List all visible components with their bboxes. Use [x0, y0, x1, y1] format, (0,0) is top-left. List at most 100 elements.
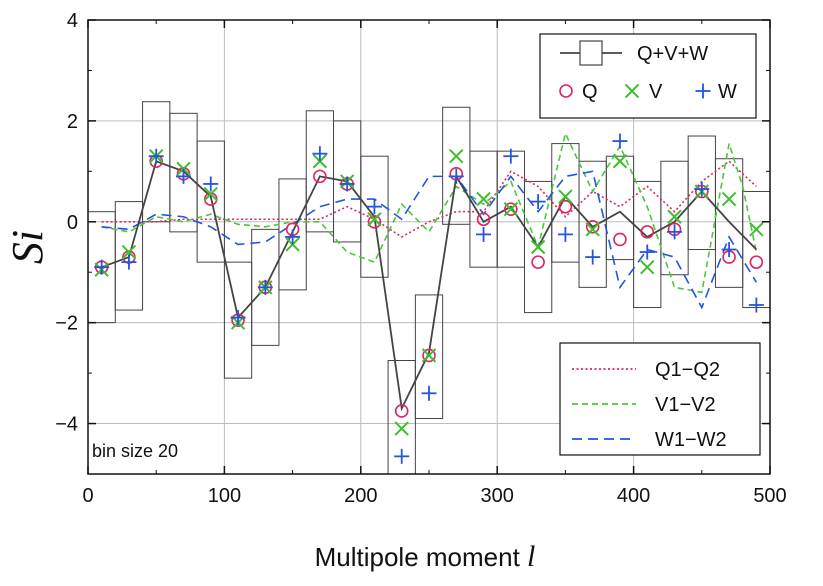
x-stroke [749, 222, 764, 237]
marker-v [640, 259, 655, 275]
x-stroke [121, 244, 137, 260]
y-tick-label: −4 [55, 414, 78, 436]
marker-q [394, 404, 409, 418]
error-box [414, 294, 444, 420]
marker-q [367, 214, 382, 229]
x-stroke [449, 148, 464, 164]
marker-v [721, 191, 737, 207]
marker-w [612, 133, 628, 149]
error-box [196, 140, 225, 263]
marker-v [476, 191, 491, 207]
marker-q [422, 348, 436, 363]
marker-q [640, 225, 655, 239]
series-line-v1-v2 [101, 131, 758, 294]
error-box [442, 106, 471, 225]
error-box [551, 143, 580, 263]
marker-v [449, 148, 464, 164]
marker-w [175, 168, 191, 184]
series-line-q1-q2 [101, 160, 757, 238]
legend-label-q: Q [582, 81, 598, 103]
legend-label-v: V [649, 81, 663, 103]
marker-w [394, 448, 410, 464]
series-line-w1-w2 [101, 170, 758, 310]
error-box [633, 180, 662, 309]
noise-difference-lines [101, 131, 758, 310]
marker-w [476, 226, 492, 242]
x-tick-label: 400 [617, 485, 650, 507]
marker-v [394, 421, 409, 436]
combined-line [101, 160, 758, 412]
error-box [360, 155, 389, 278]
marker-w [285, 229, 301, 245]
error-box [469, 150, 498, 268]
marker-w [503, 148, 519, 164]
series-line-combined [101, 160, 758, 412]
marker-q [613, 232, 627, 247]
x-stroke [612, 154, 628, 169]
x-stroke [285, 237, 300, 252]
marker-v [530, 239, 546, 255]
legend-label-q1-q2: Q1−Q2 [655, 359, 720, 381]
marker-q [558, 199, 573, 214]
error-box [578, 160, 607, 288]
marker-v [558, 189, 573, 204]
error-boxes [88, 101, 770, 474]
x-stroke [585, 222, 600, 237]
x-axis-label-var: l [527, 540, 535, 573]
x-stroke [721, 191, 737, 207]
marker-w [667, 224, 683, 240]
x-tick-label: 0 [82, 485, 93, 507]
marker-q [531, 255, 545, 269]
legend-label-v1-v2: V1−V2 [655, 394, 716, 416]
bin-size-annotation: bin size 20 [92, 441, 178, 461]
x-stroke [312, 154, 328, 169]
marker-w [121, 254, 137, 270]
marker-q [476, 212, 491, 227]
legend-top-box [539, 33, 757, 119]
marker-w [94, 259, 110, 275]
y-tick-label: −2 [55, 313, 78, 335]
x-tick-label: 100 [208, 485, 241, 507]
marker-v [285, 237, 300, 252]
y-axis-label: Si [3, 230, 52, 264]
marker-v [612, 154, 628, 169]
markers [94, 133, 764, 464]
legend-marker-w [695, 83, 711, 99]
x-stroke [667, 209, 682, 224]
legend-bottom: Q1−Q2 V1−V2 W1−W2 [559, 342, 761, 456]
x-tick-label: 200 [344, 485, 377, 507]
marker-w [557, 226, 573, 242]
marker-w [530, 194, 546, 210]
legend-label-w1-w2: W1−W2 [655, 429, 727, 451]
x-stroke [530, 239, 546, 255]
marker-w [585, 249, 601, 265]
y-tick-label: 0 [67, 212, 78, 234]
legend-label-combined: Q+V+W [637, 43, 708, 65]
marker-v [367, 212, 382, 227]
y-tick-label: 2 [67, 111, 78, 133]
marker-v [585, 222, 600, 237]
marker-w [312, 146, 328, 162]
x-axis-label: Multipole moment l [315, 540, 536, 573]
x-stroke [367, 212, 382, 227]
marker-v [503, 201, 519, 217]
x-tick-label: 300 [481, 485, 514, 507]
marker-q [313, 169, 327, 184]
x-stroke [476, 191, 491, 207]
marker-v [121, 244, 137, 260]
marker-v [312, 154, 328, 169]
marker-w [721, 242, 737, 258]
x-tick-label: 500 [753, 485, 786, 507]
x-stroke [421, 348, 437, 363]
x-stroke [176, 161, 191, 177]
marker-v [203, 186, 218, 202]
marker-q [504, 202, 518, 216]
marker-q [749, 255, 764, 269]
y-tick-label: 4 [67, 10, 78, 32]
marker-v [667, 209, 682, 224]
marker-w [257, 279, 273, 295]
marker-v [176, 161, 191, 177]
marker-w [694, 181, 710, 197]
marker-w [203, 176, 219, 192]
